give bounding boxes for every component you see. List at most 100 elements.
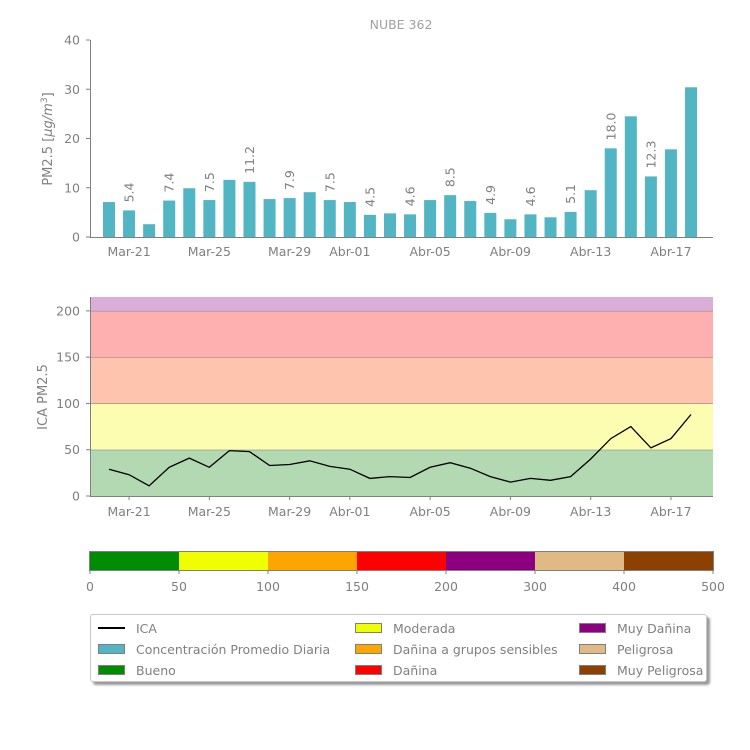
colorbar-segment [268, 552, 358, 570]
colorbar-frame [89, 551, 714, 571]
bar [484, 212, 497, 237]
bar-y-tick-label: 40 [64, 33, 80, 48]
line-x-tick-label: Abr-09 [490, 504, 531, 519]
bar [223, 179, 236, 237]
bar [504, 219, 517, 237]
colorbar-tick-label: 150 [345, 579, 369, 594]
bar-chart-ylabel: PM2.5 [μg/m3] [40, 92, 56, 185]
bar [183, 188, 196, 237]
colorbar-segment [179, 552, 269, 570]
legend-item-muy-danina: Muy Dañina [579, 618, 691, 638]
bar [584, 190, 597, 237]
colorbar-tick-label: 50 [171, 579, 187, 594]
swatch-icon [579, 665, 606, 675]
bar [544, 217, 557, 237]
legend-item-danina: Dañina [355, 660, 437, 680]
bar [143, 224, 156, 237]
colorbar-segment [357, 552, 447, 570]
bar-data-label: 5.1 [563, 184, 578, 204]
bar-data-label: 4.9 [483, 185, 498, 205]
bar-x-tick-label: Abr-09 [490, 244, 531, 259]
bar [524, 214, 537, 237]
bar [644, 176, 657, 237]
legend-label: Concentración Promedio Diaria [136, 641, 331, 657]
bar [564, 211, 577, 237]
line-x-tick-label: Mar-25 [188, 504, 231, 519]
bar [624, 116, 637, 237]
swatch-icon [98, 665, 125, 675]
legend-item-concentracion: Concentración Promedio Diaria [98, 639, 330, 659]
legend-label: ICA [136, 620, 157, 636]
colorbar-segment [535, 552, 625, 570]
ica-band [90, 297, 713, 311]
bar-x-tick-label: Abr-13 [570, 244, 611, 259]
bar [203, 200, 216, 237]
legend-label: Bueno [136, 662, 176, 678]
bar-data-label: 11.2 [242, 146, 257, 174]
legend-item-ica: ICA [98, 618, 157, 638]
bar-data-label: 8.5 [443, 167, 458, 187]
line-y-tick-label: 50 [64, 442, 80, 457]
ica-band [90, 449, 713, 496]
bar-series [103, 87, 698, 237]
legend-label: Dañina [393, 662, 438, 678]
colorbar-segments [90, 552, 714, 570]
swatch-icon [98, 644, 125, 654]
ica-band [90, 357, 713, 404]
legend-item-bueno: Bueno [98, 660, 176, 680]
bar-data-label: 5.4 [122, 182, 137, 202]
bar [444, 195, 457, 237]
legend-label: Peligrosa [617, 641, 674, 657]
legend-label: Dañina a grupos sensibles [393, 641, 558, 657]
bar [404, 214, 417, 237]
bar [123, 210, 136, 237]
pm25-bar-chart: NUBE 362 PM2.5 [μg/m3] 0 10 20 30 40 5.4 7.4 7… [40, 17, 713, 259]
colorbar-tick-label: 100 [256, 579, 280, 594]
bar [464, 201, 477, 237]
bar-data-label: 18.0 [603, 112, 618, 140]
legend: ICA Concentración Promedio Diaria Bueno … [90, 614, 707, 682]
ica-band [90, 403, 713, 450]
colorbar-tick-label: 500 [701, 579, 725, 594]
bar [664, 149, 677, 237]
colorbar-tick-label: 200 [434, 579, 458, 594]
ica-colorbar: 0 50 100 150 200 300 400 500 [86, 551, 725, 594]
line-y-tick-label: 100 [56, 396, 80, 411]
legend-item-peligrosa: Peligrosa [579, 639, 673, 659]
ylabel-close: ] [41, 92, 56, 97]
bar-x-tick-label: Mar-29 [268, 244, 311, 259]
bar [383, 213, 396, 237]
bar-x-tick-label: Abr-17 [650, 244, 691, 259]
colorbar-tick-label: 0 [86, 579, 94, 594]
bar-y-tick-label: 30 [64, 82, 80, 97]
line-x-tick-label: Mar-21 [107, 504, 150, 519]
bar [343, 202, 356, 237]
line-x-tick-label: Abr-17 [650, 504, 691, 519]
line-icon [98, 627, 125, 629]
bar-y-tick-label: 10 [64, 180, 80, 195]
swatch-icon [355, 644, 382, 654]
bar [263, 199, 276, 237]
colorbar-ticks: 0 50 100 150 200 300 400 500 [86, 570, 725, 594]
legend-item-muy-peligrosa: Muy Peligrosa [579, 660, 703, 680]
swatch-icon [355, 665, 382, 675]
legend-label: Moderada [393, 620, 456, 636]
line-chart-ylabel: ICA PM2.5 [36, 364, 51, 430]
line-x-tick-label: Abr-13 [570, 504, 611, 519]
bar-data-label: 7.4 [162, 173, 177, 193]
ica-band [90, 310, 713, 358]
swatch-icon [355, 623, 382, 633]
legend-label: Muy Peligrosa [617, 662, 704, 678]
bar-y-tick-label: 0 [72, 230, 80, 245]
colorbar-segment [446, 552, 536, 570]
colorbar-tick-label: 300 [523, 579, 547, 594]
colorbar-tick-label: 400 [612, 579, 636, 594]
bar [363, 214, 376, 237]
bar-x-tick-label: Abr-05 [409, 244, 450, 259]
bar-data-label: 4.5 [362, 187, 377, 207]
bar [283, 198, 296, 237]
bar-x-tick-label: Abr-01 [329, 244, 370, 259]
bar-data-label: 7.5 [322, 172, 337, 192]
bar [103, 202, 115, 237]
